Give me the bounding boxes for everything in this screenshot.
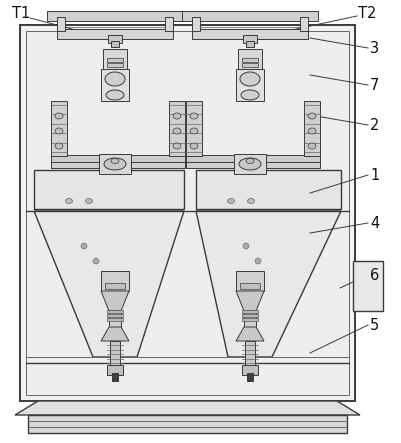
Ellipse shape <box>55 128 63 134</box>
Bar <box>196 170 341 209</box>
Bar <box>26 31 349 395</box>
Ellipse shape <box>55 113 63 119</box>
Ellipse shape <box>85 198 93 203</box>
Bar <box>242 365 258 375</box>
Bar <box>51 155 185 163</box>
Ellipse shape <box>240 72 260 86</box>
Bar <box>353 261 383 311</box>
Ellipse shape <box>308 143 316 149</box>
Text: 7: 7 <box>370 78 379 93</box>
Text: 6: 6 <box>370 268 379 283</box>
Text: T1: T1 <box>12 5 30 20</box>
Bar <box>186 162 320 168</box>
Ellipse shape <box>247 198 255 203</box>
Ellipse shape <box>308 113 316 119</box>
Ellipse shape <box>65 198 73 203</box>
Bar <box>51 101 67 156</box>
Ellipse shape <box>81 243 87 249</box>
Bar <box>182 11 318 21</box>
Ellipse shape <box>190 128 198 134</box>
Polygon shape <box>236 291 264 311</box>
Ellipse shape <box>246 159 254 163</box>
Bar <box>244 311 256 327</box>
Ellipse shape <box>106 90 124 100</box>
Polygon shape <box>15 401 360 415</box>
Polygon shape <box>101 327 129 341</box>
Bar <box>99 154 131 174</box>
Bar <box>51 162 185 168</box>
Bar <box>165 17 173 31</box>
Text: 1: 1 <box>370 167 379 183</box>
Ellipse shape <box>239 158 261 170</box>
Bar <box>236 271 264 291</box>
Polygon shape <box>196 211 341 357</box>
Bar <box>186 155 320 163</box>
Bar <box>234 154 266 174</box>
Bar <box>34 170 184 209</box>
Polygon shape <box>101 291 129 311</box>
Bar <box>105 283 125 289</box>
Bar <box>107 58 123 62</box>
Text: 3: 3 <box>370 40 379 55</box>
Ellipse shape <box>173 128 181 134</box>
Bar <box>242 58 258 62</box>
Bar <box>246 41 254 47</box>
Ellipse shape <box>227 198 235 203</box>
Polygon shape <box>34 211 184 357</box>
Polygon shape <box>236 327 264 341</box>
Bar <box>107 310 123 313</box>
Text: 5: 5 <box>370 318 379 333</box>
Bar <box>242 310 258 313</box>
Bar <box>107 314 123 317</box>
Bar <box>28 415 347 433</box>
Text: 2: 2 <box>370 117 379 132</box>
Bar <box>192 17 200 31</box>
Ellipse shape <box>111 159 119 163</box>
Bar <box>107 63 123 67</box>
Bar <box>107 365 123 375</box>
Ellipse shape <box>190 113 198 119</box>
Ellipse shape <box>243 243 249 249</box>
Ellipse shape <box>255 258 261 264</box>
Ellipse shape <box>241 90 259 100</box>
Ellipse shape <box>308 128 316 134</box>
Bar <box>103 49 127 69</box>
Bar <box>242 318 258 321</box>
Bar <box>242 63 258 67</box>
Bar <box>112 373 118 381</box>
Bar <box>245 341 255 367</box>
Bar <box>101 69 129 101</box>
Bar <box>242 314 258 317</box>
Ellipse shape <box>190 143 198 149</box>
Bar <box>186 101 202 156</box>
Bar <box>57 29 173 39</box>
Bar <box>304 101 320 156</box>
Text: 4: 4 <box>370 215 379 230</box>
Bar <box>192 29 308 39</box>
Bar <box>169 101 185 156</box>
Bar <box>236 69 264 101</box>
Text: T2: T2 <box>358 5 377 20</box>
Bar <box>47 11 183 21</box>
Ellipse shape <box>104 158 126 170</box>
Bar <box>57 17 65 31</box>
Bar <box>110 341 120 367</box>
Ellipse shape <box>55 143 63 149</box>
Bar <box>111 41 119 47</box>
Bar <box>107 318 123 321</box>
Ellipse shape <box>173 143 181 149</box>
Ellipse shape <box>93 258 99 264</box>
Bar <box>109 311 121 327</box>
Bar <box>300 17 308 31</box>
Bar <box>101 271 129 291</box>
Ellipse shape <box>105 72 125 86</box>
Bar <box>247 373 253 381</box>
Bar <box>108 35 122 43</box>
Ellipse shape <box>173 113 181 119</box>
Bar <box>20 25 355 401</box>
Bar <box>238 49 262 69</box>
Bar <box>240 283 260 289</box>
Bar <box>243 35 257 43</box>
